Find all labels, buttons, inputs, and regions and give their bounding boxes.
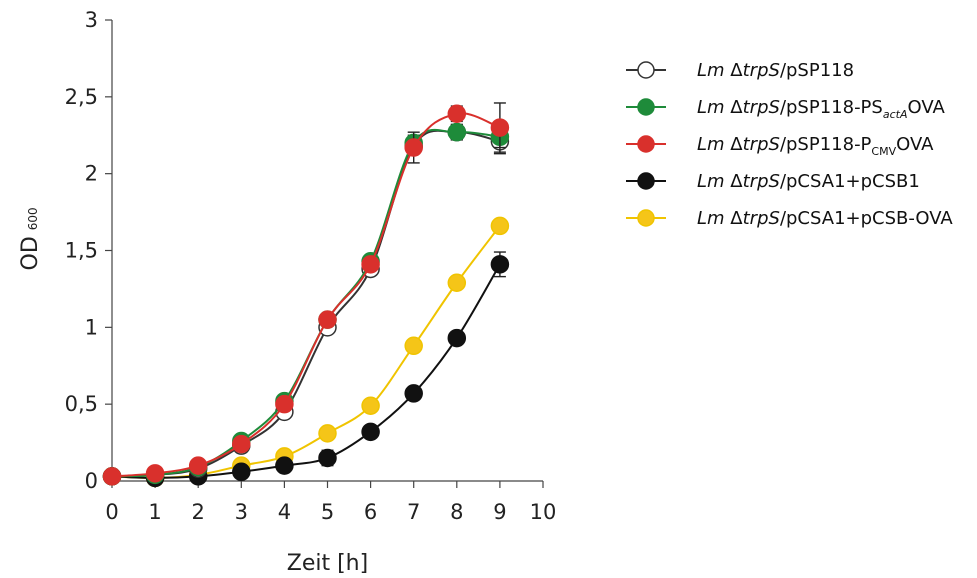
legend-item-4: Lm ΔtrpS/pCSA1+pCSB1 [626, 171, 920, 192]
legend-item-3: Lm ΔtrpS/pSP118-PCMVOVA [626, 134, 934, 158]
series-3 [102, 102, 510, 486]
data-point [361, 255, 380, 274]
x-tick-label: 4 [278, 500, 291, 524]
y-axis-title: OD 600 [18, 207, 43, 270]
legend-label-subscript: CMV [871, 145, 896, 158]
x-tick-label: 6 [364, 500, 377, 524]
legend-label-gene: trpS [743, 134, 780, 155]
x-tick-label: 3 [235, 500, 248, 524]
data-point [447, 122, 467, 142]
x-tick-label: 5 [321, 500, 334, 524]
y-axis-title-subscript: 600 [26, 207, 40, 230]
data-point [318, 424, 337, 443]
data-point [447, 104, 467, 123]
series-layer [102, 102, 510, 488]
x-tick-label: 10 [530, 500, 557, 524]
y-tick-label: 2,5 [65, 85, 98, 109]
data-point [275, 456, 294, 475]
legend-item-2: Lm ΔtrpS/pSP118-PSactAOVA [626, 97, 945, 121]
x-tick-label: 7 [407, 500, 420, 524]
legend-label: Lm ΔtrpS/pCSA1+pCSB-OVA [697, 208, 953, 229]
y-tick-label: 3 [85, 8, 98, 32]
legend-label-plasmid: /pSP118 [780, 60, 854, 81]
legend-label-gene: trpS [743, 97, 780, 118]
legend-label-gene: trpS [743, 171, 780, 192]
x-axis-title: Zeit [h] [287, 551, 368, 576]
legend-label-plasmid: /pSP118-PS [780, 97, 883, 118]
y-tick-label: 0,5 [65, 392, 98, 416]
x-tick-label: 0 [105, 500, 118, 524]
data-point [404, 336, 423, 356]
data-point [275, 394, 294, 414]
x-tick-label: 8 [450, 500, 463, 524]
legend-label-delta: Δ [730, 208, 743, 229]
legend-marker [637, 98, 655, 116]
legend-label-delta: Δ [730, 171, 743, 192]
legend-label-plasmid: /pSP118-P [780, 134, 872, 155]
data-point [490, 255, 510, 274]
data-point [145, 464, 165, 483]
legend-label-organism: Lm [697, 60, 730, 81]
data-point [318, 448, 337, 468]
data-point [232, 434, 251, 454]
data-point [318, 310, 337, 329]
legend-label-gene: trpS [743, 60, 780, 81]
series-4 [102, 251, 510, 488]
data-point [447, 273, 467, 293]
y-axis-title-main: OD [18, 236, 43, 270]
data-point [404, 384, 423, 403]
y-tick-label: 1 [85, 315, 98, 339]
y-tick-label: 1,5 [65, 239, 98, 263]
series-line [111, 263, 501, 479]
legend-item-1: Lm ΔtrpS/pSP118 [626, 60, 854, 81]
data-point [361, 422, 380, 442]
data-point [490, 118, 510, 137]
y-tick-label: 0 [85, 469, 98, 493]
legend-label-delta: Δ [730, 134, 743, 155]
data-point [188, 456, 208, 475]
legend-item-5: Lm ΔtrpS/pCSA1+pCSB-OVA [626, 208, 953, 229]
x-tick-label: 9 [493, 500, 506, 524]
legend-marker [637, 209, 655, 227]
data-point [490, 216, 510, 236]
data-point [232, 462, 251, 482]
data-point [447, 328, 467, 348]
legend-label-organism: Lm [697, 171, 730, 192]
legend-label: Lm ΔtrpS/pSP118-PSactAOVA [697, 97, 945, 121]
legend-marker [637, 61, 655, 79]
legend-label-subscript: actA [883, 108, 908, 121]
legend-label-organism: Lm [697, 134, 730, 155]
legend-label-delta: Δ [730, 97, 743, 118]
legend-label-plasmid: /pCSA1+pCSB1 [780, 171, 920, 192]
legend-label-organism: Lm [697, 208, 730, 229]
legend-label-plasmid: /pCSA1+pCSB-OVA [780, 208, 953, 229]
legend-label-gene: trpS [743, 208, 780, 229]
data-point [102, 467, 122, 486]
legend-label: Lm ΔtrpS/pSP118-PCMVOVA [697, 134, 934, 158]
data-point [361, 396, 380, 415]
x-tick-label: 1 [148, 500, 161, 524]
legend-label-tail: OVA [907, 97, 945, 118]
series-line [111, 225, 501, 479]
legend-label: Lm ΔtrpS/pSP118 [697, 60, 854, 81]
legend-marker [637, 135, 655, 153]
legend-label: Lm ΔtrpS/pCSA1+pCSB1 [697, 171, 920, 192]
data-point [404, 138, 423, 157]
x-tick-label: 2 [192, 500, 205, 524]
y-tick-label: 2 [85, 162, 98, 186]
legend-label-organism: Lm [697, 97, 730, 118]
legend-label-tail: OVA [896, 134, 934, 155]
legend-label-delta: Δ [730, 60, 743, 81]
series-1 [102, 122, 510, 486]
axes: 0 0,5 1 1,5 2 2,5 3 0 1 2 3 4 5 6 7 8 9 10 Zeit [h] OD 600 [18, 8, 556, 576]
series-2 [102, 122, 510, 486]
legend-marker [637, 172, 655, 190]
series-line [111, 112, 501, 478]
